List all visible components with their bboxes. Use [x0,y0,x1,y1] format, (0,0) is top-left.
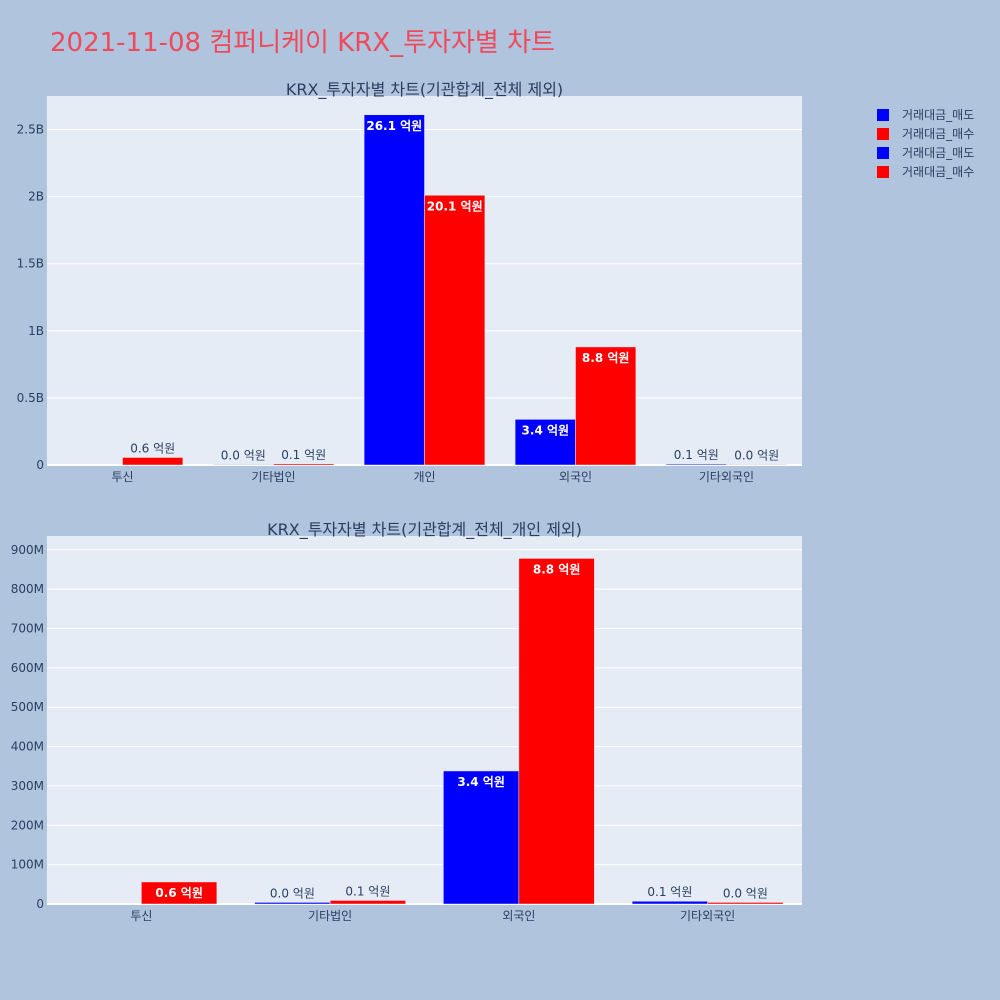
bar [575,346,637,466]
legend-label: 거래대금_매도 [902,108,974,122]
data-label: 0.1 억원 [674,448,719,462]
bar [254,902,331,905]
chart-2: 0 100M 200M 300M 400M 500M 600M 700M 800M 900M KRX… [11,520,802,923]
data-label: 26.1 억원 [366,119,422,133]
y-tick-label: 1B [28,324,44,338]
bar [726,464,788,466]
bar [518,558,595,905]
bar [212,464,274,466]
x-tick-label: 투신 [111,470,133,484]
legend-label: 거래대금_매수 [902,127,974,141]
bar [514,419,576,466]
data-label: 0.1 억원 [345,884,390,898]
chart-title: KRX_투자자별 차트(기관합계_전체 제외) [286,80,563,100]
data-label: 3.4 억원 [522,423,570,437]
y-tick-label: 200M [11,818,44,832]
bar [631,900,708,905]
y-tick-label: 100M [11,858,44,872]
y-tick-label: 0 [36,458,44,472]
chart-1: 0 0.5B 1B 1.5B 2B 2.5B KRX_투자자별 차트(기관합계_전체 제외)… [17,80,802,484]
legend-label: 거래대금_매수 [902,165,974,179]
bar [424,195,486,466]
y-tick-label: 2.5B [17,123,44,137]
data-label: 0.0 억원 [221,448,266,462]
x-tick-label: 기타외국인 [699,470,754,484]
y-tick-label: 2B [28,190,44,204]
y-tick-label: 500M [11,700,44,714]
x-tick-label: 개인 [413,470,435,484]
data-label: 0.1 억원 [281,448,326,462]
x-tick-label: 기타법인 [308,909,352,923]
data-label: 8.8 억원 [582,351,630,365]
y-tick-label: 900M [11,543,44,557]
data-label: 0.6 억원 [130,441,175,455]
bar [329,900,406,905]
y-tick-label: 800M [11,582,44,596]
data-label: 0.1 억원 [647,885,692,899]
x-tick-label: 투신 [130,909,152,923]
bar [363,114,425,466]
y-tick-label: 700M [11,621,44,635]
legend-swatch [877,147,889,159]
legend-label: 거래대금_매도 [902,146,974,160]
legend-swatch [877,166,889,178]
y-tick-label: 600M [11,661,44,675]
bar [122,457,184,466]
y-tick-label: 1.5B [17,257,44,271]
y-tick-label: 0 [36,897,44,911]
bar [273,463,335,466]
x-tick-label: 외국인 [502,909,535,923]
y-tick-label: 300M [11,779,44,793]
chart-title: KRX_투자자별 차트(기관합계_전체_개인 제외) [267,520,582,540]
data-label: 8.8 억원 [533,562,581,576]
data-label: 0.6 억원 [155,886,203,900]
data-label: 0.0 억원 [723,886,768,900]
y-tick-label: 400M [11,740,44,754]
bar [665,463,727,466]
legend-swatch [877,128,889,140]
x-tick-label: 외국인 [559,470,592,484]
x-tick-label: 기타법인 [251,470,295,484]
data-label: 0.0 억원 [270,886,315,900]
bar [443,770,520,905]
data-label: 3.4 억원 [457,775,505,789]
bar [707,902,784,905]
y-tick-label: 0.5B [17,391,44,405]
x-tick-label: 기타외국인 [680,909,735,923]
legend-swatch [877,109,889,121]
plot-area [47,536,802,904]
data-label: 20.1 억원 [427,199,483,213]
page-title: 2021-11-08 컴퍼니케이 KRX_투자자별 차트 [50,28,555,58]
data-label: 0.0 억원 [734,448,779,462]
bar [141,881,218,905]
